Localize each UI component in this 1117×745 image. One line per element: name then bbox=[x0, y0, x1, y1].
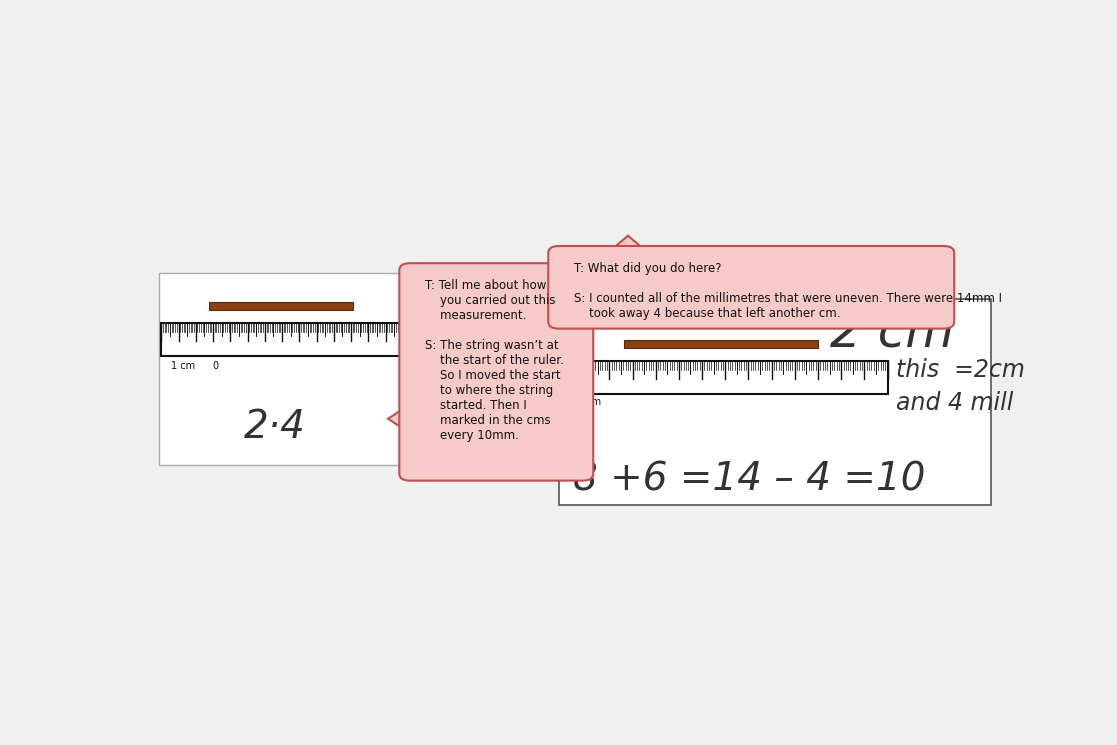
Bar bbox=[623, 340, 819, 348]
Text: T: Tell me about how
    you carried out this
    measurement.

S: The string wa: T: Tell me about how you carried out thi… bbox=[426, 279, 564, 443]
Bar bbox=[159, 273, 405, 465]
Text: this  =2cm
and 4 mill: this =2cm and 4 mill bbox=[896, 358, 1025, 415]
Text: T: What did you do here?

S: I counted all of the millimetres that were uneven. : T: What did you do here? S: I counted al… bbox=[574, 262, 1002, 320]
Bar bbox=[558, 299, 992, 505]
Text: 2·4: 2·4 bbox=[244, 408, 306, 446]
Bar bbox=[209, 302, 353, 311]
Bar bbox=[563, 361, 888, 394]
Bar bbox=[161, 323, 403, 356]
Polygon shape bbox=[607, 235, 650, 254]
Polygon shape bbox=[388, 402, 414, 436]
FancyBboxPatch shape bbox=[548, 246, 954, 329]
Text: 8 +6 =14 – 4 =10: 8 +6 =14 – 4 =10 bbox=[573, 460, 925, 498]
Text: 1 cm: 1 cm bbox=[576, 397, 601, 408]
Text: 0: 0 bbox=[212, 361, 218, 371]
Text: 1 cm: 1 cm bbox=[171, 361, 195, 371]
Text: 2 cm: 2 cm bbox=[830, 309, 954, 357]
FancyBboxPatch shape bbox=[400, 263, 593, 481]
Text: How long is this piece of string?: How long is this piece of string? bbox=[569, 308, 757, 321]
